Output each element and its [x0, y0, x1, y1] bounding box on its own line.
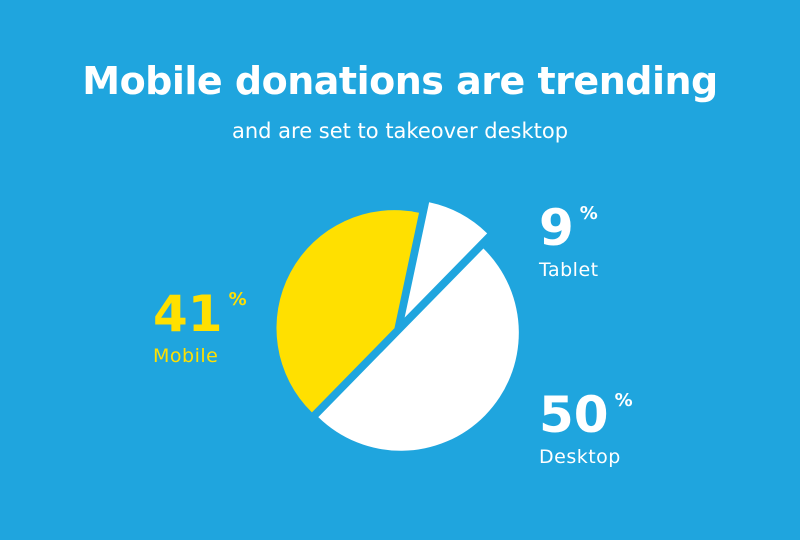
pie-slice-tablet — [404, 202, 488, 318]
mobile-value: 41 — [153, 285, 223, 343]
tablet-percent-sign: % — [579, 203, 598, 224]
pie-slice-mobile — [276, 210, 420, 413]
tablet-callout: 9% Tablet — [539, 203, 599, 281]
desktop-percent-sign: % — [614, 390, 633, 411]
pie-slice-desktop — [318, 248, 519, 451]
mobile-percent-sign: % — [228, 289, 247, 310]
desktop-value: 50 — [539, 386, 609, 444]
chart-title: Mobile donations are trending — [82, 59, 718, 103]
tablet-label: Tablet — [539, 259, 599, 281]
mobile-label: Mobile — [153, 345, 219, 367]
tablet-value: 9 — [539, 199, 574, 257]
chart-subtitle: and are set to takeover desktop — [231, 119, 569, 143]
desktop-label: Desktop — [539, 446, 621, 468]
desktop-callout: 50% Desktop — [539, 390, 633, 468]
mobile-callout: 41% Mobile — [153, 289, 247, 367]
